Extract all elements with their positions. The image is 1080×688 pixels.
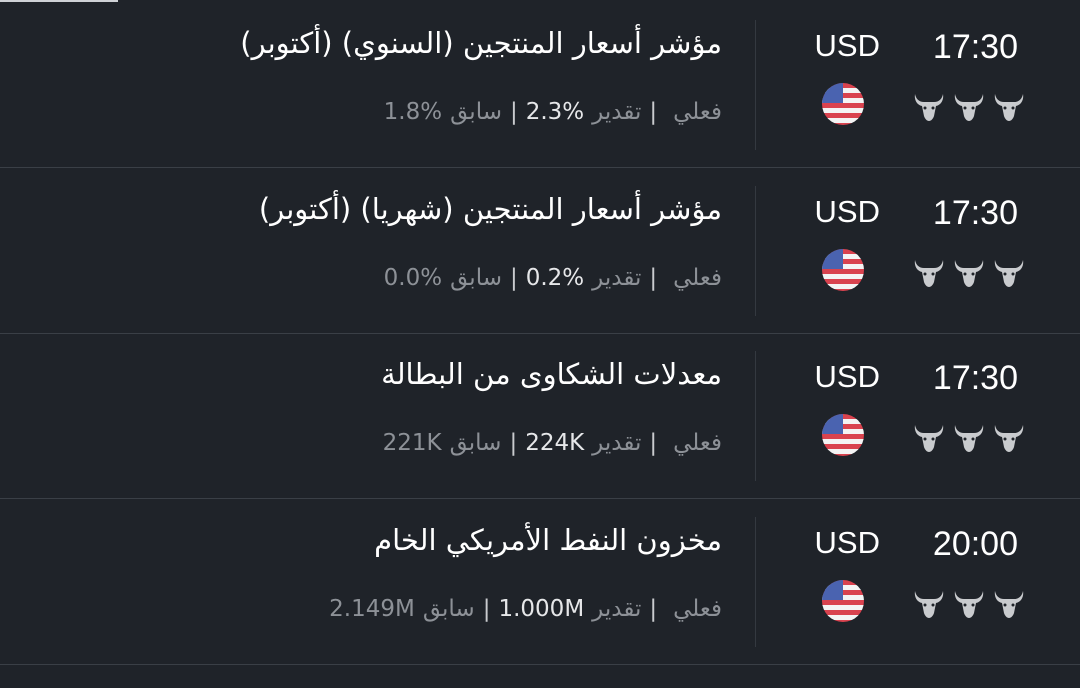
currency: USD (814, 28, 880, 63)
bull-icon (993, 258, 1025, 292)
bull-icon (913, 423, 945, 457)
event-title: معدلات الشكاوى من البطالة (381, 357, 722, 391)
forecast-value: 2.3% (525, 99, 585, 125)
previous-label: سابق (449, 430, 502, 456)
separator: | (649, 264, 658, 291)
bull-icon (913, 589, 945, 623)
separator: | (649, 430, 658, 456)
previous-value: 2.149M (329, 595, 415, 622)
forecast-value: 224K (525, 430, 585, 456)
us-flag-icon (822, 83, 864, 125)
separator: | (482, 595, 491, 622)
event-time: 20:00 (932, 524, 1018, 563)
currency: USD (814, 359, 880, 394)
event-row[interactable]: مخزون النفط الأمريكي الخام فعلي | تقدير … (0, 499, 1080, 665)
bull-icon (993, 589, 1025, 623)
previous-label: سابق (450, 264, 502, 291)
previous-label: سابق (422, 595, 475, 622)
forecast-label: تقدير (592, 264, 642, 291)
forecast-label: تقدير (592, 595, 642, 622)
bull-icon (913, 258, 945, 292)
importance-rating (913, 92, 1025, 126)
importance-rating (913, 423, 1025, 457)
separator: | (509, 99, 518, 125)
bull-icon (913, 92, 945, 126)
divider (755, 20, 756, 150)
importance-rating (913, 258, 1025, 292)
forecast-value: 0.2% (525, 264, 585, 291)
actual-label: فعلي (673, 264, 722, 291)
previous-label: سابق (450, 99, 502, 125)
actual-label: فعلي (673, 430, 722, 456)
separator: | (509, 430, 518, 456)
separator: | (509, 264, 518, 291)
event-values: فعلي | تقدير 0.2% | سابق 0.0% (384, 265, 722, 291)
event-row[interactable]: مؤشر أسعار المنتجين (السنوي) (أكتوبر) فع… (0, 2, 1080, 168)
event-values: فعلي | تقدير 224K | سابق 221K (383, 430, 722, 456)
bull-icon (993, 92, 1025, 126)
event-title: مخزون النفط الأمريكي الخام (374, 522, 722, 557)
bull-icon (953, 423, 985, 457)
previous-value: 1.8% (383, 99, 443, 125)
currency: USD (814, 193, 880, 229)
event-title: مؤشر أسعار المنتجين (السنوي) (أكتوبر) (240, 26, 722, 60)
forecast-label: تقدير (592, 430, 642, 456)
divider (755, 516, 756, 647)
bull-icon (953, 589, 985, 623)
previous-value: 221K (382, 430, 442, 456)
top-indicator (0, 0, 118, 2)
previous-value: 0.0% (383, 264, 443, 291)
event-row[interactable]: معدلات الشكاوى من البطالة فعلي | تقدير 2… (0, 333, 1080, 499)
separator: | (649, 595, 658, 622)
separator: | (649, 99, 658, 125)
actual-label: فعلي (673, 99, 722, 125)
event-time: 17:30 (932, 359, 1018, 397)
event-time: 17:30 (932, 193, 1018, 232)
us-flag-icon (822, 579, 864, 622)
event-time: 17:30 (932, 28, 1018, 66)
importance-rating (913, 589, 1025, 623)
bull-icon (993, 423, 1025, 457)
us-flag-icon (822, 414, 864, 456)
currency: USD (814, 524, 880, 560)
event-values: فعلي | تقدير 1.000M | سابق 2.149M (329, 596, 722, 622)
forecast-label: تقدير (592, 99, 642, 125)
bull-icon (953, 258, 985, 292)
event-title: مؤشر أسعار المنتجين (شهريا) (أكتوبر) (258, 191, 722, 226)
us-flag-icon (822, 248, 864, 291)
event-values: فعلي | تقدير 2.3% | سابق 1.8% (384, 99, 722, 125)
bull-icon (953, 92, 985, 126)
forecast-value: 1.000M (498, 595, 585, 622)
event-row[interactable]: مؤشر أسعار المنتجين (شهريا) (أكتوبر) فعل… (0, 168, 1080, 334)
actual-label: فعلي (673, 595, 722, 622)
divider (755, 185, 756, 316)
divider (755, 351, 756, 481)
